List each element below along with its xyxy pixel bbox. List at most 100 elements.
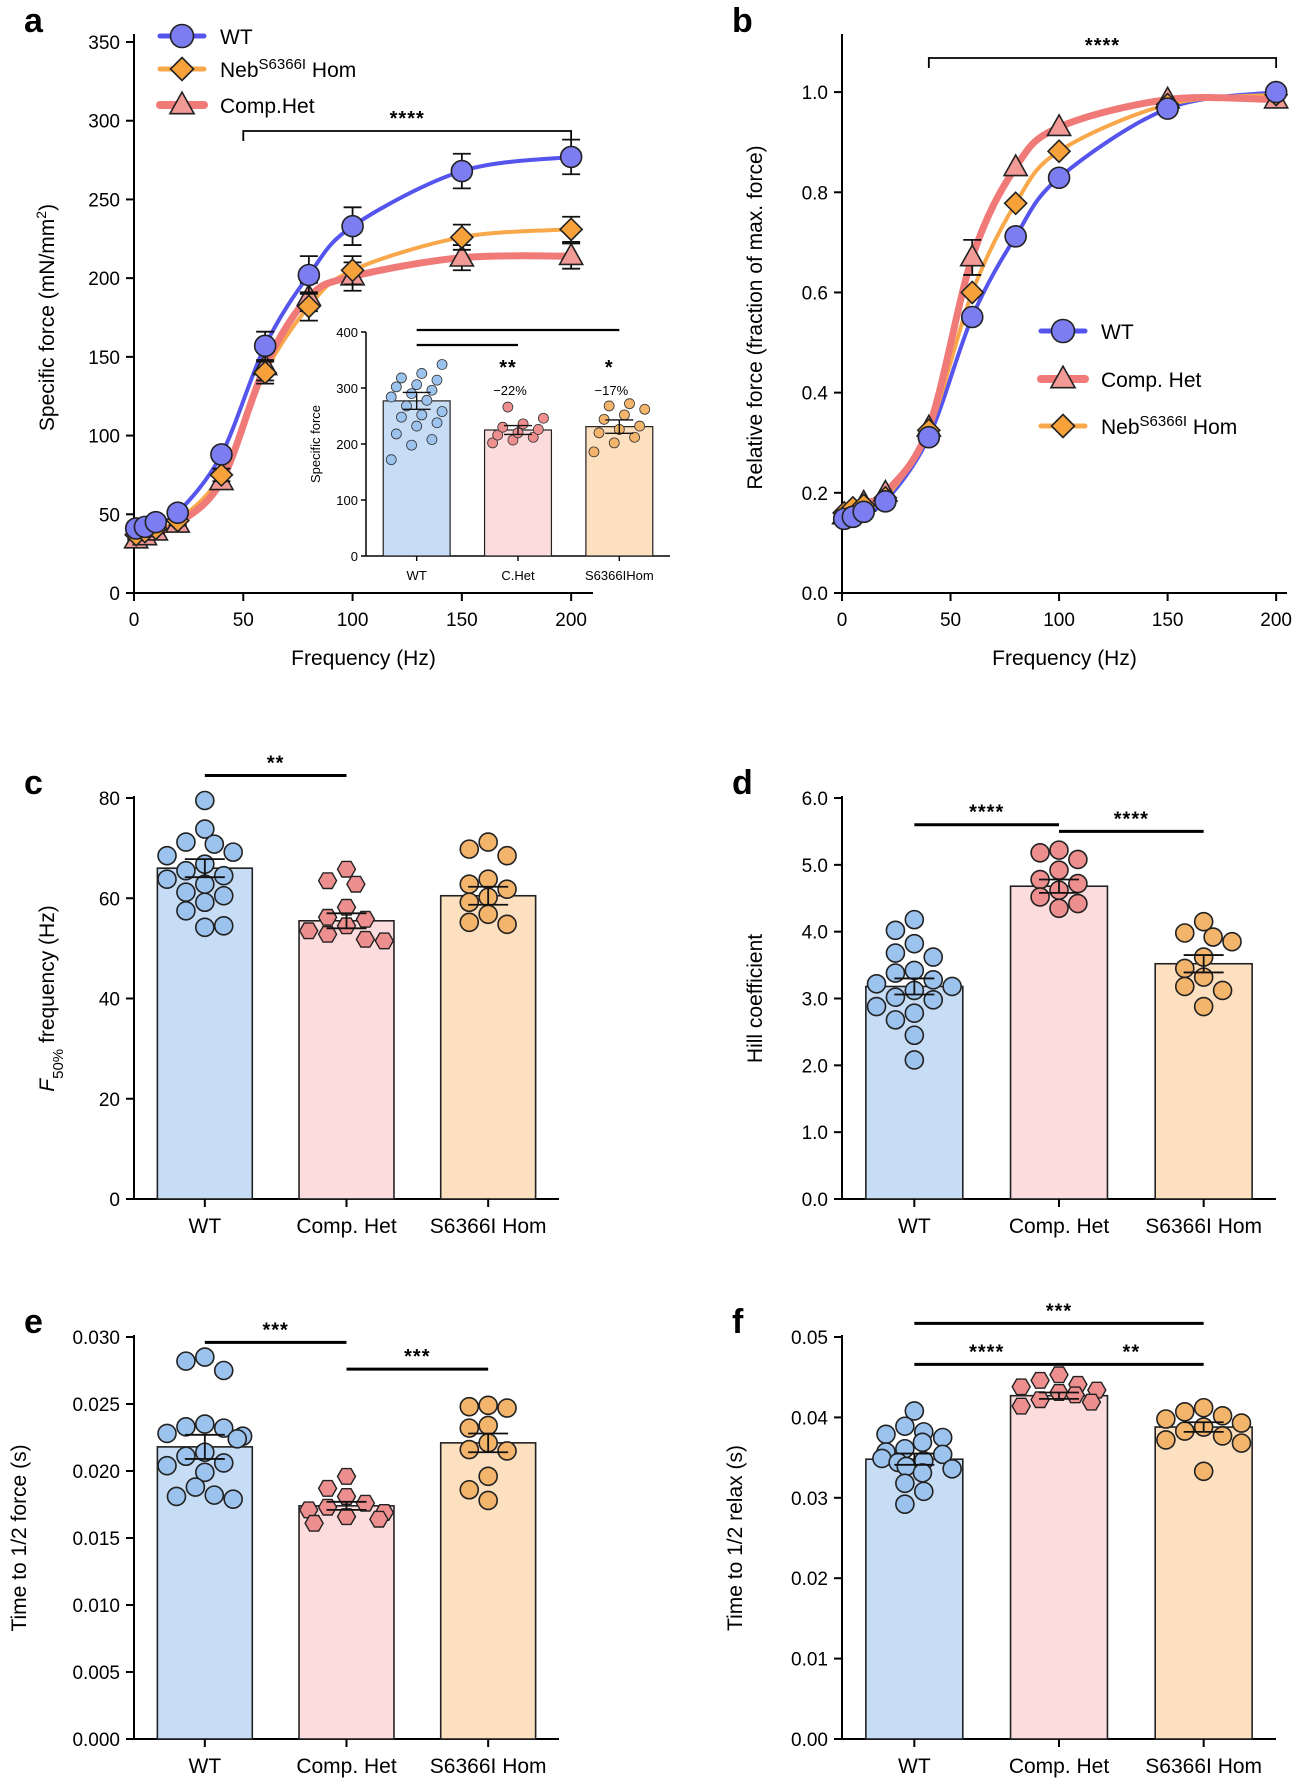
y-axis-label-sub: 50% xyxy=(50,1049,67,1079)
panel-c: c 0 20 40 60 80 F50% frequency (Hz) WT Comp. Het… xyxy=(24,752,559,1238)
data-point-circle xyxy=(204,1485,225,1505)
bar xyxy=(865,1458,964,1740)
data-point-circle xyxy=(478,1395,498,1416)
x-tick-label: 50 xyxy=(940,610,961,631)
data-point-diamond xyxy=(449,225,474,250)
x-tick-label: WT xyxy=(189,1755,222,1778)
data-point-hexagon xyxy=(317,1479,338,1497)
inset-point xyxy=(411,420,423,432)
data-point-circle xyxy=(904,1401,925,1421)
data-point-hexagon xyxy=(304,1514,324,1532)
data-point-circle xyxy=(885,987,906,1007)
data-point-circle xyxy=(885,920,906,941)
legend-marker-triangle xyxy=(168,90,196,115)
y-tick-label: 150 xyxy=(88,348,120,369)
comparison-label: *** xyxy=(1046,1300,1072,1322)
x-tick-label: Comp. Het xyxy=(296,1755,397,1778)
inset-x-label: WT xyxy=(407,568,427,583)
data-point-circle xyxy=(157,845,177,866)
y-axis-label: Time to 1/2 force (s) xyxy=(8,1444,31,1631)
data-point-hexagon xyxy=(355,930,376,948)
x-axis-label: Frequency (Hz) xyxy=(291,647,436,670)
y-tick-label: 0.00 xyxy=(791,1730,828,1751)
y-axis-label: Time to 1/2 relax (s) xyxy=(724,1445,747,1631)
data-point-circle xyxy=(176,1446,196,1467)
legend-label: Comp. Het xyxy=(1101,369,1202,392)
data-point-circle xyxy=(195,892,215,913)
data-point-circle xyxy=(1004,225,1027,248)
data-point-circle xyxy=(904,1003,925,1024)
data-point-circle xyxy=(874,490,897,513)
y-tick-label: 4.0 xyxy=(802,923,828,944)
data-point-circle xyxy=(904,960,925,981)
inset-x-label: C.Het xyxy=(501,568,535,583)
data-point-circle xyxy=(204,834,225,854)
data-point-hexagon xyxy=(355,1494,376,1512)
data-point-hexagon xyxy=(1049,1366,1069,1384)
data-point-circle xyxy=(459,1418,480,1438)
y-tick-label: 0.010 xyxy=(72,1596,120,1617)
inset-point xyxy=(624,398,635,410)
y-tick-label: 6.0 xyxy=(802,789,828,810)
y-tick-label: 350 xyxy=(88,33,120,54)
inset-point xyxy=(390,428,402,440)
data-point-circle xyxy=(176,832,196,852)
data-point-circle xyxy=(942,1459,962,1479)
significance-label: **** xyxy=(390,108,425,130)
data-point-diamond xyxy=(253,360,278,385)
inset-y-tick-label: 0 xyxy=(351,549,358,564)
x-tick-label: 100 xyxy=(1043,610,1075,631)
y-tick-label: 0.01 xyxy=(791,1650,828,1671)
data-point-circle xyxy=(213,865,234,886)
y-axis-label: Relative force (fraction of max. force) xyxy=(744,145,767,489)
data-point-circle xyxy=(904,933,925,954)
significance-label: **** xyxy=(1085,35,1120,57)
data-point-circle xyxy=(478,904,498,925)
inset-point xyxy=(416,409,428,421)
inset-y-label: Specific force xyxy=(308,405,323,483)
y-tick-label: 0.05 xyxy=(791,1328,828,1349)
x-tick-label: Comp. Het xyxy=(1009,1755,1110,1778)
data-point-circle xyxy=(459,839,480,859)
y-tick-label: 1.0 xyxy=(802,83,828,104)
y-axis-label-end: frequency (Hz) xyxy=(36,905,59,1049)
data-point-circle xyxy=(1174,958,1195,979)
data-point-hexagon xyxy=(369,1510,389,1528)
panel-label: b xyxy=(732,2,753,40)
inset-point xyxy=(538,412,549,424)
y-tick-label: 5.0 xyxy=(802,856,828,877)
data-point-triangle xyxy=(448,243,475,267)
comparison-label: *** xyxy=(404,1346,430,1368)
data-point-circle xyxy=(478,869,498,890)
inset-point xyxy=(396,411,407,423)
data-point-diamond xyxy=(559,217,584,242)
x-tick-label: Comp. Het xyxy=(1009,1215,1110,1238)
y-tick-label: 60 xyxy=(99,889,120,910)
y-axis-label-var: F xyxy=(36,1078,59,1092)
data-point-circle xyxy=(559,145,583,169)
legend-label: NebS6366I Hom xyxy=(1101,413,1237,440)
data-point-circle xyxy=(912,1432,933,1453)
x-tick-label: 200 xyxy=(555,610,587,631)
x-tick-label: 0 xyxy=(837,610,848,631)
data-point-circle xyxy=(1193,1461,1214,1482)
panel-label: c xyxy=(24,764,43,802)
data-point-circle xyxy=(1049,898,1069,919)
inset-percent-change: −22% xyxy=(493,383,527,398)
comparison-label: **** xyxy=(969,802,1004,824)
data-point-circle xyxy=(1156,1430,1176,1450)
legend-marker-circle xyxy=(1050,318,1076,344)
data-point-circle xyxy=(1212,980,1233,1001)
data-point-circle xyxy=(213,916,234,936)
inset-y-tick-label: 200 xyxy=(336,437,358,452)
data-point-triangle xyxy=(1046,113,1072,137)
inset-point xyxy=(492,429,504,441)
legend-label-sup: S6366I xyxy=(259,56,307,73)
y-tick-label: 0.03 xyxy=(791,1489,828,1510)
panel-f: f 0.00 0.01 0.02 0.03 0.04 0.05 Time to 1/2 rel… xyxy=(724,1300,1276,1778)
data-point-hexagon xyxy=(317,925,338,943)
panel-b: b 0.0 0.2 0.4 0.6 0.8 1.0 0 50 100 150 200 Frequency… xyxy=(732,2,1292,670)
y-tick-label: 100 xyxy=(88,427,120,448)
y-tick-label: 0.6 xyxy=(802,283,828,304)
inset-bar xyxy=(585,426,654,557)
